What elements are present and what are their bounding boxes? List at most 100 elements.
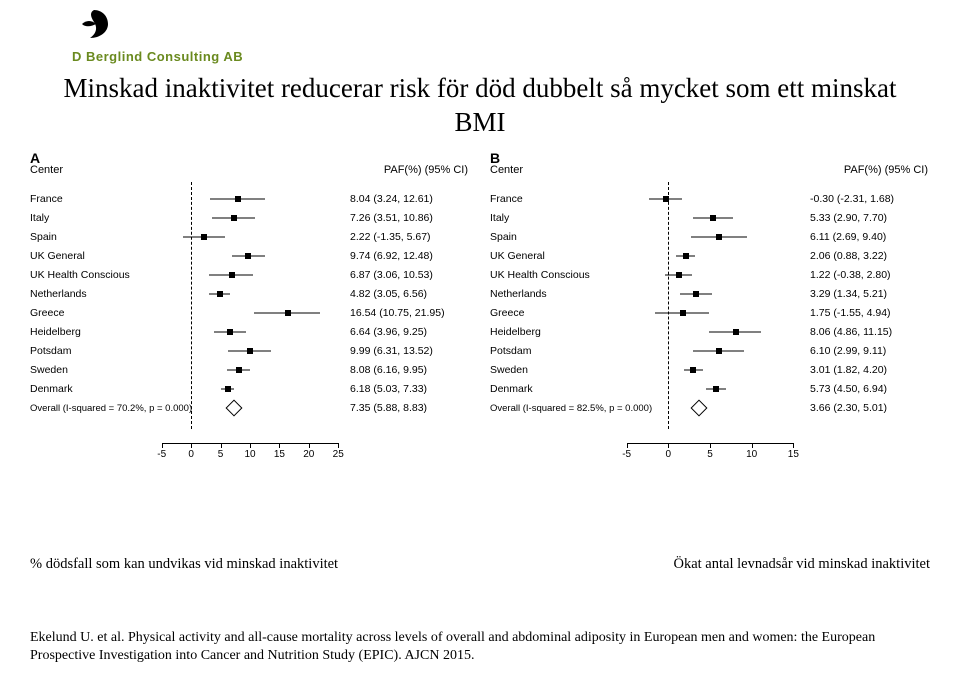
axis-tick-label: 5 — [707, 449, 713, 460]
forest-row: Heidelberg 8.06 (4.86, 11.15) — [490, 323, 930, 341]
axis-tick-label: -5 — [622, 449, 631, 460]
row-plot — [150, 304, 350, 322]
forest-row: UK Health Conscious 1.22 (-0.38, 2.80) — [490, 266, 930, 284]
point-estimate — [680, 310, 686, 316]
row-plot — [150, 342, 350, 360]
row-plot — [610, 247, 810, 265]
row-label: Overall (I-squared = 70.2%, p = 0.000) — [30, 403, 150, 414]
row-label: France — [490, 193, 610, 205]
row-label: UK Health Conscious — [30, 269, 150, 281]
point-estimate — [201, 234, 207, 240]
axis-tick-label: 0 — [666, 449, 672, 460]
row-value: 6.11 (2.69, 9.40) — [810, 231, 930, 243]
axis-tick — [221, 443, 222, 448]
point-estimate — [683, 253, 689, 259]
row-label: UK Health Conscious — [490, 269, 610, 281]
row-label: Heidelberg — [490, 326, 610, 338]
row-label: Spain — [30, 231, 150, 243]
row-value: 8.08 (6.16, 9.95) — [350, 364, 470, 376]
point-estimate — [227, 329, 233, 335]
row-label: UK General — [30, 250, 150, 262]
panel-header: Center PAF(%) (95% CI) — [30, 164, 470, 182]
axis-tick-label: 0 — [188, 449, 194, 460]
row-label: Greece — [490, 307, 610, 319]
point-estimate — [716, 234, 722, 240]
forest-row: Sweden 8.08 (6.16, 9.95) — [30, 361, 470, 379]
axis-tick-label: 15 — [274, 449, 285, 460]
forest-row: Potsdam 9.99 (6.31, 13.52) — [30, 342, 470, 360]
forest-row: Netherlands 4.82 (3.05, 6.56) — [30, 285, 470, 303]
axis-tick — [250, 443, 251, 448]
forest-body: France 8.04 (3.24, 12.61) Italy 7.26 (3.… — [30, 182, 470, 439]
row-value: 8.06 (4.86, 11.15) — [810, 326, 930, 338]
panel-header: Center PAF(%) (95% CI) — [490, 164, 930, 182]
forest-row: Greece 1.75 (-1.55, 4.94) — [490, 304, 930, 322]
row-plot — [610, 399, 810, 417]
forest-row: France 8.04 (3.24, 12.61) — [30, 190, 470, 208]
row-value: 3.29 (1.34, 5.21) — [810, 288, 930, 300]
axis-tick-label: 10 — [244, 449, 255, 460]
row-plot — [610, 304, 810, 322]
row-label: UK General — [490, 250, 610, 262]
header-right: PAF(%) (95% CI) — [844, 164, 928, 176]
row-label: France — [30, 193, 150, 205]
overall-diamond — [690, 400, 707, 417]
forest-row: France -0.30 (-2.31, 1.68) — [490, 190, 930, 208]
axis-tick-label: 5 — [218, 449, 224, 460]
point-estimate — [225, 386, 231, 392]
row-label: Netherlands — [490, 288, 610, 300]
panel-b: B Center PAF(%) (95% CI) France -0.30 (-… — [490, 150, 930, 475]
row-plot — [610, 285, 810, 303]
row-value: 5.33 (2.90, 7.70) — [810, 212, 930, 224]
row-plot — [610, 190, 810, 208]
point-estimate — [247, 348, 253, 354]
forest-row: Denmark 5.73 (4.50, 6.94) — [490, 380, 930, 398]
panel-letter: A — [30, 150, 40, 166]
forest-row: Spain 2.22 (-1.35, 5.67) — [30, 228, 470, 246]
point-estimate — [285, 310, 291, 316]
point-estimate — [733, 329, 739, 335]
axis-tick — [627, 443, 628, 448]
forest-row: Potsdam 6.10 (2.99, 9.11) — [490, 342, 930, 360]
row-plot — [150, 399, 350, 417]
row-plot — [150, 190, 350, 208]
sublabels: % dödsfall som kan undvikas vid minskad … — [30, 556, 930, 573]
forest-row: UK General 2.06 (0.88, 3.22) — [490, 247, 930, 265]
row-plot — [610, 266, 810, 284]
row-label: Spain — [490, 231, 610, 243]
row-plot — [610, 361, 810, 379]
axis-tick — [191, 443, 192, 448]
logo: D Berglind Consulting AB — [72, 8, 243, 64]
row-plot — [610, 209, 810, 227]
row-plot — [150, 228, 350, 246]
x-axis: -50510152025 — [30, 443, 470, 475]
row-plot — [150, 323, 350, 341]
row-plot — [150, 380, 350, 398]
row-label: Potsdam — [30, 345, 150, 357]
panel-letter: B — [490, 150, 500, 166]
row-label: Italy — [490, 212, 610, 224]
forest-row: Spain 6.11 (2.69, 9.40) — [490, 228, 930, 246]
axis-tick-label: 15 — [788, 449, 799, 460]
overall-diamond — [226, 400, 243, 417]
axis-tick — [793, 443, 794, 448]
row-value: 2.06 (0.88, 3.22) — [810, 250, 930, 262]
forest-plots: A Center PAF(%) (95% CI) France 8.04 (3.… — [30, 150, 930, 475]
point-estimate — [690, 367, 696, 373]
axis-tick — [752, 443, 753, 448]
title-line-1: Minskad inaktivitet reducerar risk för d… — [63, 73, 896, 103]
row-plot — [150, 209, 350, 227]
row-label: Potsdam — [490, 345, 610, 357]
axis-tick-label: 25 — [333, 449, 344, 460]
row-label: Denmark — [490, 383, 610, 395]
row-value: 4.82 (3.05, 6.56) — [350, 288, 470, 300]
point-estimate — [713, 386, 719, 392]
forest-row: Italy 7.26 (3.51, 10.86) — [30, 209, 470, 227]
point-estimate — [693, 291, 699, 297]
row-plot — [150, 285, 350, 303]
axis-tick — [710, 443, 711, 448]
point-estimate — [676, 272, 682, 278]
forest-row: Denmark 6.18 (5.03, 7.33) — [30, 380, 470, 398]
row-value: 3.66 (2.30, 5.01) — [810, 402, 930, 414]
row-plot — [610, 323, 810, 341]
